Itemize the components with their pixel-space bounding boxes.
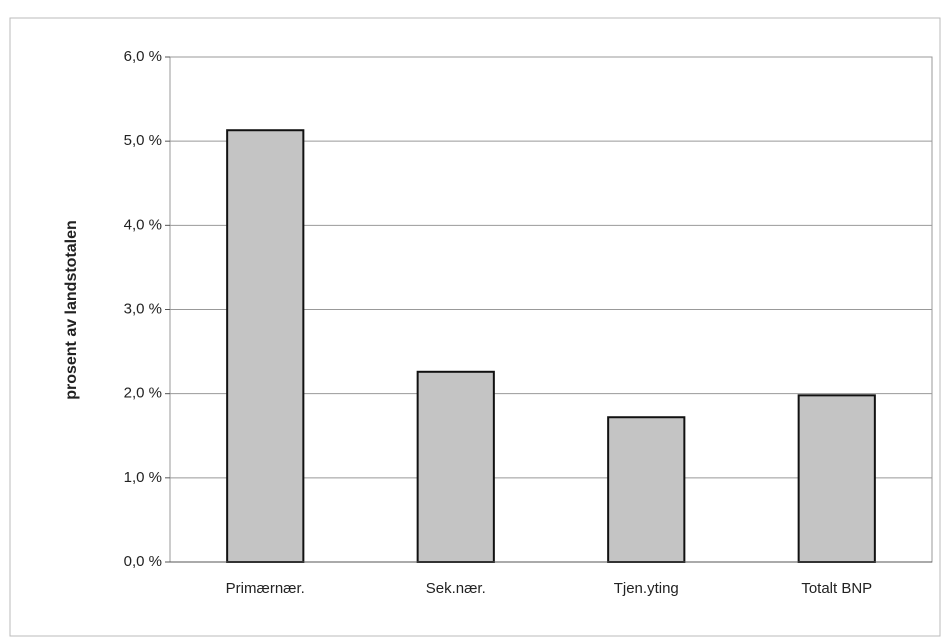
y-tick-label: 4,0 %	[124, 216, 162, 233]
y-tick-label: 0,0 %	[124, 553, 162, 570]
bar	[607, 416, 686, 563]
y-tick-label: 3,0 %	[124, 300, 162, 317]
y-tick-label: 5,0 %	[124, 132, 162, 149]
chart-frame	[9, 17, 941, 637]
y-tick-label: 1,0 %	[124, 469, 162, 486]
x-tick-label: Totalt BNP	[801, 580, 872, 597]
y-axis-title: prosent av landstotalen	[63, 220, 80, 400]
bar	[797, 394, 876, 563]
x-tick-label: Tjen.yting	[614, 580, 679, 597]
y-tick-label: 2,0 %	[124, 385, 162, 402]
bar	[416, 370, 495, 563]
bar	[226, 129, 305, 563]
x-tick-label: Primærnær.	[226, 580, 305, 597]
x-tick-label: Sek.nær.	[426, 580, 486, 597]
y-tick-label: 6,0 %	[124, 48, 162, 65]
